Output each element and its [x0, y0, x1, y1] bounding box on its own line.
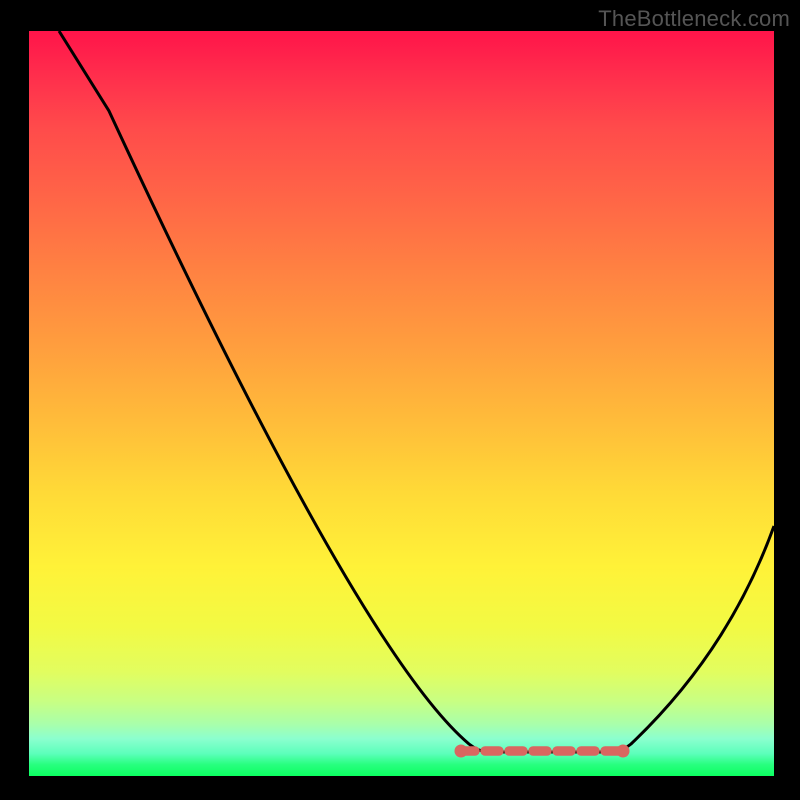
main-curve — [59, 31, 774, 752]
bottom-endpoint-left — [455, 745, 468, 758]
curve-layer — [29, 31, 774, 776]
bottom-endpoint-right — [617, 745, 630, 758]
watermark-text: TheBottleneck.com — [598, 6, 790, 32]
chart-container: TheBottleneck.com — [0, 0, 800, 800]
plot-area — [29, 31, 774, 776]
